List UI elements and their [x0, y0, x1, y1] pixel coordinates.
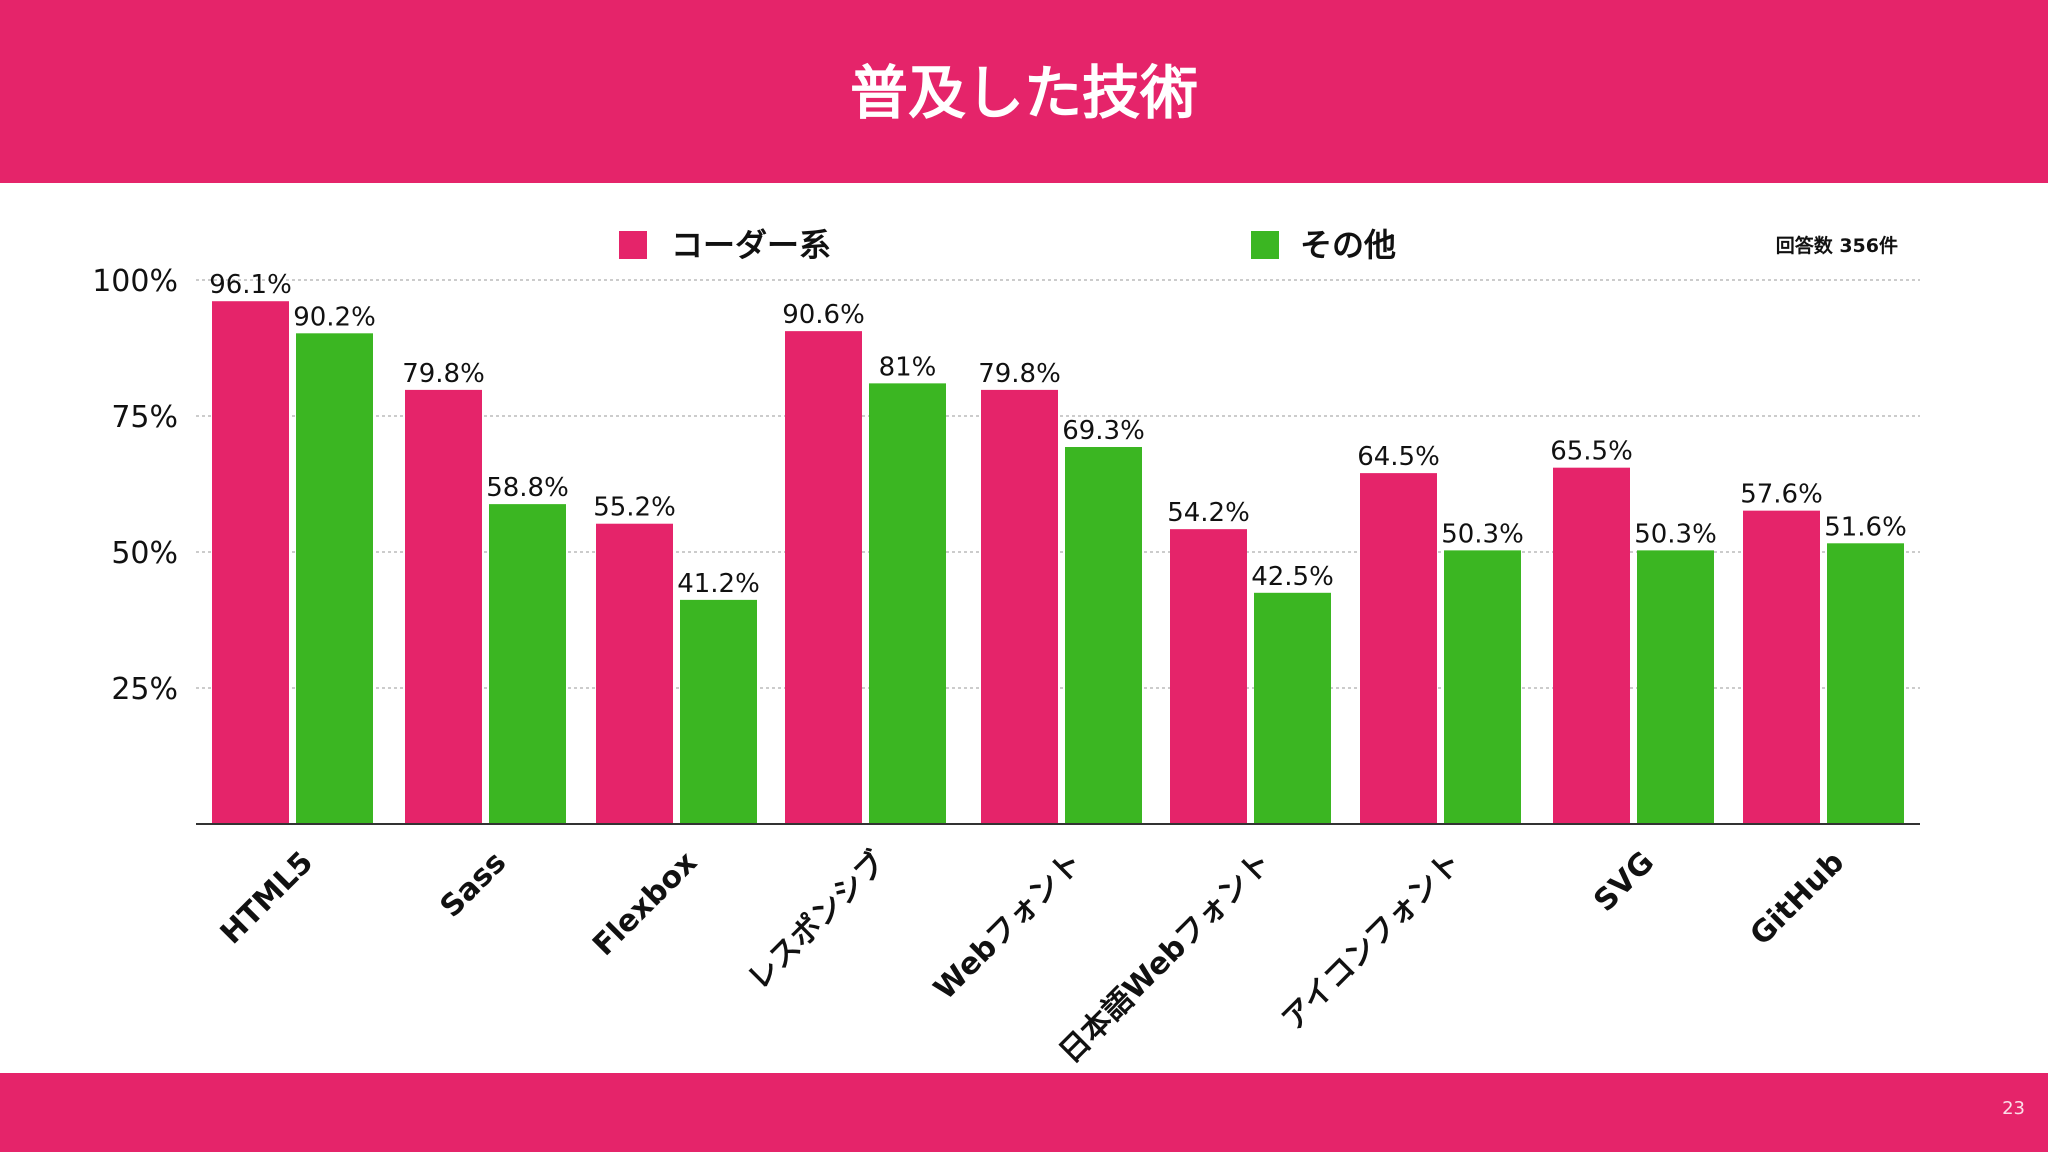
bar [405, 389, 482, 824]
bar [1065, 447, 1142, 824]
x-tick-label: Flexbox [586, 845, 704, 963]
page-number: 23 [2002, 1098, 2025, 1119]
bar [1637, 550, 1714, 824]
data-label: 69.3% [1062, 416, 1145, 446]
data-label: 81% [879, 352, 937, 382]
data-label: 65.5% [1550, 437, 1633, 467]
bar-chart: 25% 50% 75% 100% 96.1%90.2% 79.8% 58.8% 55.2% 41… [92, 226, 1920, 1070]
x-tick-label: レスポンシブ [741, 845, 893, 997]
bar [1743, 510, 1820, 824]
data-label: 79.8% [978, 359, 1061, 389]
data-label: 42.5% [1251, 562, 1334, 592]
data-label: 79.8% [402, 359, 485, 389]
legend-swatch [619, 231, 647, 259]
bar [212, 301, 289, 824]
data-label: 41.2% [677, 569, 760, 599]
y-tick-label: 75% [111, 400, 178, 435]
header-band [0, 0, 2048, 183]
bar [489, 504, 566, 824]
data-label: 51.6% [1824, 512, 1907, 542]
x-tick-label: アイコンフォント [1275, 845, 1468, 1038]
data-label: 58.8% [486, 473, 569, 503]
legend-label: その他 [1300, 226, 1396, 264]
x-tick-label: SVG [1587, 845, 1661, 919]
data-label: 90.2% [293, 302, 376, 332]
data-label: 96.1% [209, 270, 292, 300]
data-label: 50.3% [1634, 519, 1717, 549]
y-tick-label: 25% [111, 672, 178, 707]
data-label: 54.2% [1167, 498, 1250, 528]
x-tick-label: HTML5 [214, 845, 320, 951]
data-label: 55.2% [593, 493, 676, 523]
data-label: 50.3% [1441, 519, 1524, 549]
y-tick-label: 50% [111, 536, 178, 571]
data-label: 90.6% [782, 300, 865, 330]
bar [1254, 592, 1331, 824]
bar [869, 383, 946, 824]
legend-swatch [1251, 231, 1279, 259]
y-tick-label: 100% [92, 264, 178, 299]
bar [1360, 473, 1437, 824]
x-tick-label: Webフォント [927, 845, 1089, 1007]
bar [785, 331, 862, 824]
x-tick-label: Sass [434, 845, 514, 925]
legend-label: コーダー系 [671, 226, 831, 264]
bar [1444, 550, 1521, 824]
bar [296, 333, 373, 824]
bar [1170, 529, 1247, 824]
bar [680, 599, 757, 824]
bar [981, 389, 1058, 824]
bar [1553, 467, 1630, 824]
footer-band [0, 1073, 2048, 1152]
response-count-note: 回答数 356件 [1776, 234, 1898, 257]
x-tick-label: 日本語Webフォント [1053, 845, 1278, 1070]
data-label: 64.5% [1357, 442, 1440, 472]
bar [1827, 543, 1904, 824]
bar [596, 523, 673, 824]
data-label: 57.6% [1740, 480, 1823, 510]
x-tick-label: GitHub [1744, 845, 1852, 953]
slide-title: 普及した技術 [849, 59, 1198, 127]
